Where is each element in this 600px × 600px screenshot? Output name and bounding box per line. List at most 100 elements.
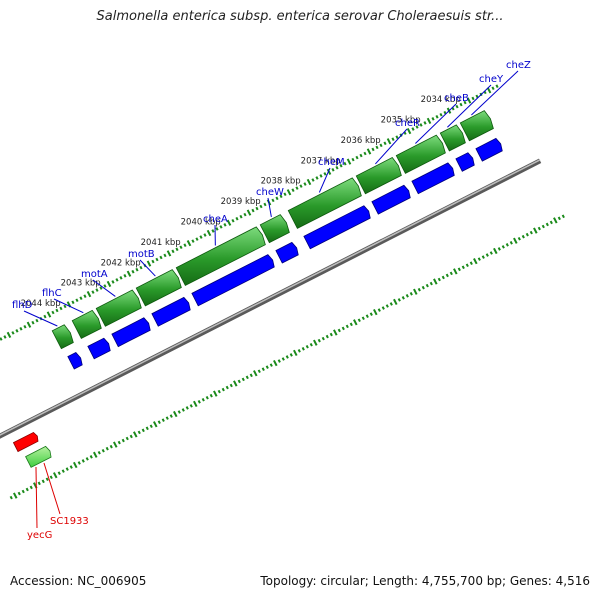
inner-tick-mark bbox=[429, 281, 433, 286]
summary-text: Topology: circular; Length: 4,755,700 bp… bbox=[260, 574, 590, 588]
gene-layer bbox=[12, 110, 503, 468]
outer-tick-mark bbox=[203, 233, 207, 237]
outer-tick-mark bbox=[179, 245, 183, 250]
inner-tick-mark bbox=[117, 440, 121, 445]
outer-tick-mark bbox=[379, 143, 383, 148]
outer-tick-mark bbox=[175, 247, 179, 252]
inner-tick-mark bbox=[153, 421, 158, 428]
inner-tick-mark bbox=[141, 428, 145, 433]
inner-tick-mark bbox=[473, 258, 478, 265]
outer-tick-mark bbox=[83, 294, 87, 298]
outer-tick-mark bbox=[455, 104, 459, 109]
outer-tick-mark bbox=[335, 165, 339, 170]
inner-tick-mark bbox=[29, 485, 33, 490]
tick-layer bbox=[0, 84, 565, 500]
outer-tick-mark bbox=[466, 97, 472, 104]
outer-tick-mark bbox=[259, 204, 263, 209]
outer-tick-mark bbox=[371, 147, 375, 152]
gene-label-sc1933: SC1933 bbox=[50, 516, 89, 527]
outer-tick-mark bbox=[263, 202, 267, 207]
inner-tick-mark bbox=[381, 306, 385, 310]
forward-cds-bar bbox=[275, 241, 299, 264]
forward-gene-bar bbox=[95, 289, 142, 327]
gene-label-mota: motA bbox=[81, 269, 108, 280]
outer-tick-mark bbox=[3, 335, 7, 339]
inner-tick-mark bbox=[389, 302, 393, 306]
outer-tick-mark bbox=[95, 288, 99, 292]
inner-tick-mark bbox=[245, 375, 249, 380]
inner-tick-mark bbox=[421, 285, 425, 290]
inner-tick-mark bbox=[101, 448, 105, 453]
outer-tick-mark bbox=[119, 276, 123, 280]
inner-tick-mark bbox=[481, 255, 485, 259]
outer-tick-mark bbox=[311, 178, 315, 182]
inner-tick-mark bbox=[469, 261, 473, 265]
gene-label-flhd: flhD bbox=[12, 300, 33, 311]
inner-tick-mark bbox=[257, 369, 261, 374]
inner-tick-mark bbox=[169, 414, 173, 418]
outer-tick-mark bbox=[279, 194, 283, 199]
outer-tick-mark bbox=[26, 321, 32, 328]
forward-cds-bar bbox=[151, 296, 191, 327]
gene-leader-line bbox=[471, 70, 519, 116]
outer-tick-mark bbox=[331, 168, 335, 172]
inner-tick-mark bbox=[45, 477, 49, 482]
inner-tick-mark bbox=[465, 263, 469, 268]
outer-tick-mark bbox=[439, 112, 443, 117]
inner-tick-mark bbox=[297, 349, 301, 353]
inner-tick-mark bbox=[217, 389, 221, 394]
outer-tick-mark bbox=[186, 240, 192, 247]
inner-tick-mark bbox=[92, 451, 98, 458]
inner-tick-mark bbox=[137, 430, 141, 435]
outer-tick-mark bbox=[415, 125, 419, 129]
inner-tick-mark bbox=[113, 441, 118, 448]
outer-tick-mark bbox=[375, 145, 379, 150]
outer-tick-mark bbox=[43, 314, 47, 319]
outer-tick-mark bbox=[395, 135, 399, 139]
inner-tick-mark bbox=[437, 277, 441, 282]
inner-tick-mark bbox=[321, 336, 325, 341]
inner-tick-mark bbox=[221, 387, 225, 392]
outer-tick-mark bbox=[295, 186, 299, 190]
forward-gene-bar bbox=[459, 110, 494, 142]
inner-tick-mark bbox=[329, 332, 333, 337]
inner-tick-mark bbox=[305, 344, 309, 349]
inner-tick-mark bbox=[173, 410, 178, 418]
inner-tick-mark bbox=[341, 326, 345, 331]
outer-tick-mark bbox=[111, 280, 115, 284]
forward-gene-bar bbox=[439, 124, 466, 152]
outer-tick-mark bbox=[171, 249, 175, 254]
outer-tick-mark bbox=[51, 310, 55, 315]
outer-tick-mark bbox=[491, 86, 495, 91]
outer-tick-mark bbox=[11, 331, 15, 335]
outer-tick-mark bbox=[115, 278, 119, 282]
inner-tick-mark bbox=[345, 324, 349, 329]
forward-cds-bar bbox=[67, 351, 83, 370]
outer-tick-mark bbox=[71, 300, 75, 305]
outer-tick-mark bbox=[315, 176, 319, 180]
outer-tick-mark bbox=[359, 153, 363, 158]
outer-tick-mark bbox=[166, 250, 172, 257]
inner-tick-mark bbox=[521, 234, 525, 239]
inner-tick-mark bbox=[121, 438, 125, 443]
gene-leader-line bbox=[23, 310, 58, 327]
inner-tick-mark bbox=[317, 338, 321, 343]
outer-tick-mark bbox=[63, 304, 67, 309]
outer-tick-mark bbox=[291, 188, 295, 192]
inner-tick-mark bbox=[177, 410, 181, 414]
gene-label-motb: motB bbox=[128, 249, 155, 260]
inner-tick-mark bbox=[41, 479, 45, 484]
outer-tick-mark bbox=[79, 296, 83, 301]
kbp-tick-label: 2043 kbp bbox=[61, 279, 101, 289]
inner-tick-mark bbox=[9, 495, 13, 500]
outer-tick-mark bbox=[239, 214, 243, 219]
inner-tick-mark bbox=[229, 383, 233, 388]
inner-tick-mark bbox=[12, 492, 18, 499]
inner-tick-mark bbox=[301, 347, 305, 351]
kbp-tick-label: 2042 kbp bbox=[101, 258, 141, 268]
outer-tick-mark bbox=[219, 225, 223, 229]
gene-leader-line bbox=[92, 279, 116, 297]
backbone-layer bbox=[0, 158, 542, 439]
outer-tick-mark bbox=[383, 141, 387, 146]
